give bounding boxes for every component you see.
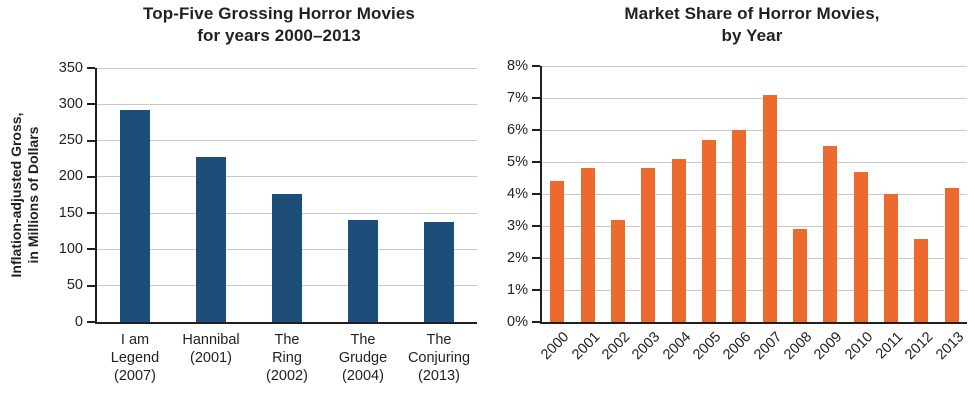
bar (793, 229, 808, 322)
y-tick-label: 150 (58, 204, 83, 221)
y-tick (532, 161, 540, 163)
bar (424, 221, 454, 322)
bar (550, 181, 565, 322)
gridline (542, 193, 967, 195)
gridline (97, 140, 477, 142)
chart-top5-grossing: Top-Five Grossing Horror Movies for year… (0, 0, 487, 402)
bar (823, 146, 838, 322)
y-tick-label: 0% (507, 313, 528, 330)
bar (641, 168, 656, 322)
y-tick (87, 139, 95, 142)
gridline (542, 289, 967, 291)
y-tick (532, 65, 540, 67)
y-tick-label: 4% (507, 185, 528, 202)
y-tick-label: 3% (507, 217, 528, 234)
x-tick-label: The Grudge (2004) (338, 332, 388, 384)
chart-title-line1: Top-Five Grossing Horror Movies (143, 4, 415, 23)
bar (944, 187, 959, 322)
bar (853, 171, 868, 322)
chart-market-share: Market Share of Horror Movies, by Year 0… (487, 0, 975, 402)
y-tick (87, 248, 95, 251)
y-tick (87, 212, 95, 215)
y-tick-label: 8% (507, 57, 528, 74)
x-tick-label: Hannibal (2001) (182, 332, 240, 366)
chart-title-line2: for years 2000–2013 (197, 26, 361, 45)
bar (671, 158, 686, 322)
bar (120, 110, 150, 322)
y-tick (87, 175, 95, 178)
x-tick-label: The Conjuring (2013) (407, 332, 471, 384)
gridline (542, 257, 967, 259)
y-axis-title-line1: Inflation-adjusted Gross, (8, 112, 24, 278)
bar (762, 94, 777, 322)
y-tick-label: 7% (507, 89, 528, 106)
y-tick-label: 6% (507, 121, 528, 138)
gridline (542, 161, 967, 163)
y-tick (87, 67, 95, 69)
gridline (97, 103, 477, 105)
y-tick (532, 321, 540, 323)
chart-title-line1: Market Share of Horror Movies, (624, 4, 880, 23)
y-tick (532, 193, 540, 195)
gridline (542, 65, 967, 67)
bar (732, 130, 747, 322)
gridline (97, 67, 477, 69)
chart-title-line2: by Year (721, 26, 783, 45)
bar (701, 139, 716, 322)
plot-area: 0 50 100 150 200 250 300 350 I am Legend (2007) Han… (59, 60, 477, 384)
bar (610, 219, 625, 322)
gridline (97, 176, 477, 178)
y-tick-label: 100 (58, 240, 83, 257)
y-tick-label: 300 (58, 95, 83, 112)
y-tick-label: 250 (58, 132, 83, 149)
y-tick (87, 103, 95, 106)
bar (580, 168, 595, 322)
y-tick (532, 289, 540, 291)
gridline (542, 225, 967, 227)
chart-title: Market Share of Horror Movies, by Year (537, 3, 967, 47)
bar (914, 238, 929, 322)
y-tick-label: 0 (74, 313, 83, 330)
y-tick-label: 5% (507, 153, 528, 170)
y-tick (87, 284, 95, 287)
y-tick (532, 129, 540, 131)
x-tick-label: The Ring (2002) (266, 332, 308, 384)
y-tick (87, 321, 95, 323)
y-tick (532, 257, 540, 259)
bar (884, 194, 899, 322)
y-tick-label: 2% (507, 249, 528, 266)
y-tick (532, 97, 540, 99)
bar (348, 220, 378, 322)
x-tick-label: I am Legend (2007) (110, 332, 160, 384)
y-tick-label: 200 (58, 168, 83, 185)
plot-area: 0% 1% 2% 3% 4% 5% 6% 7% 8% 2000 2001 2002 2003 2004 20… (507, 58, 967, 364)
bar (272, 194, 302, 322)
y-tick-label: 50 (66, 277, 83, 294)
y-tick-label: 1% (507, 281, 528, 298)
gridline (542, 129, 967, 131)
y-tick-label: 350 (58, 59, 83, 76)
gridline (542, 97, 967, 99)
y-tick (532, 225, 540, 227)
bar (196, 156, 226, 322)
chart-title: Top-Five Grossing Horror Movies for year… (78, 3, 480, 47)
